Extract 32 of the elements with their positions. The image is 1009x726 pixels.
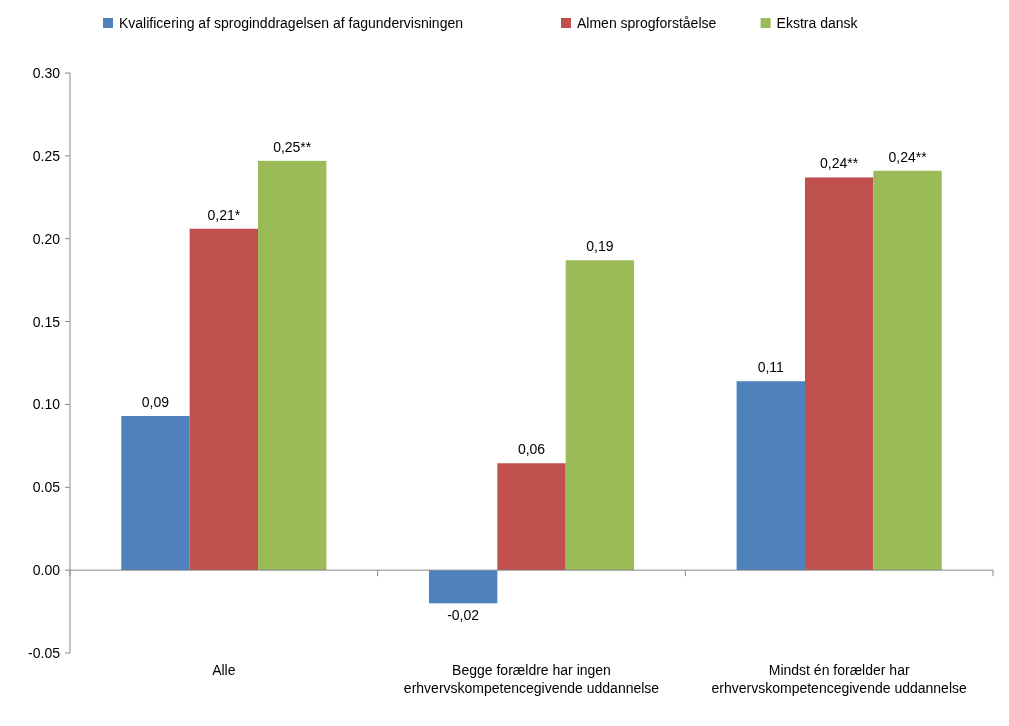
bar — [873, 170, 942, 571]
legend-label: Kvalificering af sproginddragelsen af fagundervisningen — [119, 15, 463, 31]
x-tick-label: Alle — [212, 662, 236, 678]
bar — [258, 160, 327, 571]
legend-label: Almen sprogforståelse — [577, 15, 717, 31]
data-label: 0,21* — [207, 206, 241, 223]
y-tick-label: 0.00 — [32, 562, 61, 579]
y-tick-label: 0.05 — [32, 479, 61, 496]
x-tick-label: Mindst én forælder har erhvervskompetencegivende uddannelse — [711, 662, 968, 696]
bar — [804, 177, 874, 571]
y-tick-label: 0.25 — [32, 147, 61, 164]
bar — [189, 228, 259, 571]
data-label: 0,11 — [757, 359, 785, 376]
data-label: 0,25** — [273, 138, 312, 155]
bar — [121, 416, 190, 571]
data-label: 0,06 — [517, 441, 546, 458]
data-label: 0,24** — [820, 155, 859, 172]
y-tick-label: 0.30 — [32, 65, 61, 81]
y-tick-label: 0.10 — [32, 396, 61, 413]
x-tick-label: Begge forældre har ingen erhvervskompetencegivende uddannelse — [403, 662, 660, 696]
y-tick-label: 0.20 — [32, 230, 61, 247]
bar — [497, 463, 566, 571]
data-label: 0,19 — [586, 238, 614, 255]
data-label: 0,24** — [888, 148, 928, 165]
legend-label: Ekstra dansk — [776, 15, 859, 31]
y-tick-label: 0.15 — [32, 313, 61, 330]
bar — [736, 381, 805, 571]
bar — [565, 260, 635, 571]
bar — [428, 570, 498, 604]
y-tick-label: -0.05 — [28, 645, 61, 661]
data-label: -0,02 — [447, 607, 480, 624]
data-label: 0,09 — [141, 394, 170, 411]
